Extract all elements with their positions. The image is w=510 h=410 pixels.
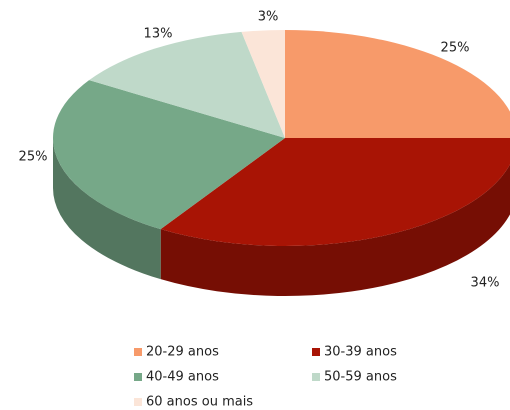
legend-label: 40-49 anos: [146, 370, 219, 385]
data-label: 3%: [258, 10, 279, 25]
slice: [52, 80, 285, 230]
legend-label: 20-29 anos: [146, 345, 219, 360]
legend-swatch: [134, 348, 142, 356]
legend-swatch: [134, 373, 142, 381]
slice-side: [160, 164, 510, 296]
slice-side: [53, 138, 161, 280]
pie: [52, 30, 510, 296]
slice: [89, 31, 285, 138]
data-label: 13%: [144, 27, 173, 42]
legend-label: 60 anos ou mais: [146, 395, 253, 410]
legend-label: 50-59 anos: [324, 370, 397, 385]
legend-swatch: [312, 348, 320, 356]
slice: [241, 30, 285, 138]
legend-label: 30-39 anos: [324, 345, 397, 360]
legend-swatch: [134, 398, 142, 406]
data-label: 25%: [441, 41, 470, 56]
data-label: 25%: [19, 150, 48, 165]
data-label: 34%: [471, 276, 500, 291]
legend-swatch: [312, 373, 320, 381]
slice: [285, 30, 510, 138]
slice: [160, 138, 510, 246]
